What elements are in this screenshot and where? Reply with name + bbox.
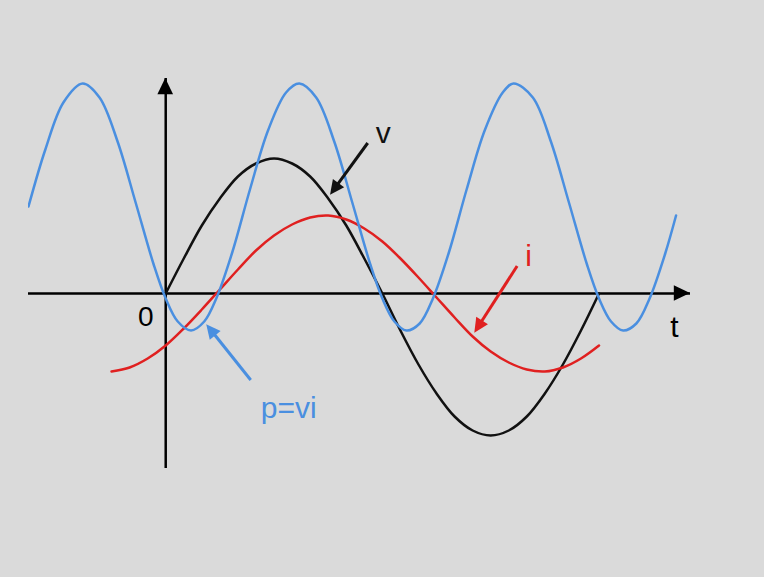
svg-text:v: v	[376, 116, 391, 149]
svg-text:i: i	[525, 239, 532, 272]
svg-text:0: 0	[138, 301, 154, 332]
svg-text:t: t	[670, 310, 679, 343]
svg-text:p=vi: p=vi	[261, 391, 317, 424]
